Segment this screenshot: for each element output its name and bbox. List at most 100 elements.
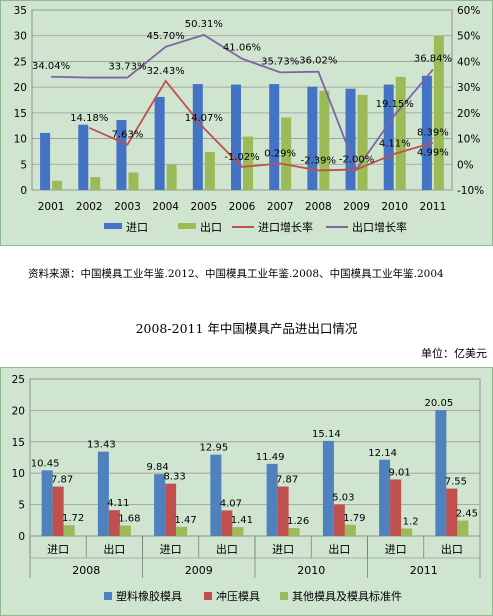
- bar-import: [192, 84, 203, 190]
- bar-other-mold: [63, 525, 75, 536]
- y-tick-label: 10: [14, 134, 27, 146]
- x-tick-label: 2008: [305, 201, 332, 213]
- bar-other-mold: [119, 525, 131, 536]
- chart-title: 2008-2011 年中国模具产品进出口情况: [135, 321, 358, 336]
- y-tick-label: 25: [12, 374, 25, 386]
- bar-stamping-mold: [108, 510, 120, 536]
- bar-import: [78, 124, 89, 190]
- x-tick-label: 2005: [190, 201, 217, 213]
- data-label: 36.02%: [299, 56, 337, 67]
- data-label: 7.55: [445, 477, 467, 488]
- group-label: 2010: [297, 564, 325, 577]
- bar-import: [231, 84, 241, 190]
- x-tick-label: 2007: [267, 201, 294, 213]
- y2-tick-label: 10%: [457, 134, 480, 146]
- x-tick-label: 2006: [229, 201, 256, 213]
- y-tick-label: 10: [12, 468, 25, 480]
- y-tick-label: 5: [18, 500, 25, 512]
- data-label: 45.70%: [147, 31, 185, 42]
- data-label: 2.45: [456, 509, 478, 520]
- group-label: 2009: [185, 564, 213, 577]
- import-export-growth-chart: 0 5 10 15 20 25 30 35 -10% 0% 10% 20% 30% 40% 50% 60% 20…: [0, 0, 493, 246]
- y2-tick-label: -10%: [457, 185, 484, 197]
- legend-label: 进口: [126, 221, 148, 234]
- legend-label: 出口增长率: [352, 220, 407, 234]
- group-label: 2011: [410, 564, 438, 577]
- data-label: 32.43%: [147, 66, 185, 77]
- chart-frame: [0, 367, 493, 616]
- data-label: 35.73%: [261, 56, 299, 67]
- legend-swatch: [104, 223, 122, 229]
- data-label: 41.06%: [223, 43, 261, 54]
- y2-tick-label: 0%: [457, 159, 474, 171]
- data-label: 1.79: [343, 513, 365, 524]
- legend-swatch: [280, 592, 288, 600]
- y-tick-label: 0: [18, 531, 25, 543]
- y-tick-label: 5: [20, 159, 27, 171]
- data-label: 14.18%: [70, 113, 108, 124]
- legend-label: 进口增长率: [258, 220, 313, 234]
- mold-category-chart: 0 5 10 15 20 25 10.45 7.87 1.72 进口 13.43 4.11 1.68 出口…: [0, 367, 493, 616]
- data-label: 50.31%: [185, 19, 223, 30]
- data-label: 1.47: [174, 515, 196, 526]
- bar-export: [395, 76, 406, 190]
- bar-import: [116, 120, 127, 190]
- bar-export: [90, 177, 101, 190]
- x-tick-label: 2010: [381, 201, 408, 213]
- bar-stamping-mold: [333, 504, 345, 536]
- data-label: 4.11: [107, 498, 129, 509]
- x-tick-label: 进口: [272, 543, 294, 556]
- x-tick-label: 2002: [76, 201, 103, 213]
- bar-other-mold: [401, 528, 413, 536]
- data-label: 7.87: [51, 475, 73, 486]
- data-label: 33.73%: [108, 62, 146, 73]
- x-tick-label: 2011: [420, 201, 447, 213]
- bar-other-mold: [176, 526, 188, 536]
- data-label: 4.99%: [417, 147, 449, 158]
- x-tick-label: 出口: [441, 542, 463, 556]
- y2-tick-label: 60%: [457, 5, 480, 17]
- x-tick-label: 出口: [103, 542, 125, 556]
- y-tick-label: 20: [14, 82, 27, 94]
- data-label: 4.11%: [379, 139, 411, 150]
- bar-import: [307, 86, 318, 190]
- data-label: 7.87: [276, 475, 298, 486]
- bar-other-mold: [344, 524, 356, 536]
- data-label: 34.04%: [32, 61, 70, 72]
- bar-export: [433, 35, 444, 190]
- data-label: 9.01: [388, 467, 410, 478]
- legend-swatch: [104, 592, 112, 600]
- data-label: 14.07%: [185, 113, 223, 124]
- bar-export: [281, 117, 292, 190]
- data-label: 7.63%: [112, 130, 144, 141]
- data-label: 10.45: [31, 458, 60, 469]
- y-tick-label: 15: [14, 108, 27, 120]
- y-tick-label: 35: [14, 5, 27, 17]
- x-tick-label: 2003: [114, 201, 141, 213]
- data-label: 0.29%: [264, 149, 296, 160]
- data-label: 19.15%: [376, 99, 414, 110]
- data-label: 1.2: [403, 516, 419, 527]
- data-label: 20.05: [425, 398, 454, 409]
- x-tick-label: 进口: [160, 543, 182, 556]
- x-tick-label: 出口: [328, 542, 350, 556]
- bar-plastic-mold: [266, 463, 278, 536]
- x-tick-label: 2001: [38, 201, 65, 213]
- bar-stamping-mold: [221, 510, 233, 536]
- legend-label: 其他模具及模具标准件: [292, 589, 402, 603]
- legend-swatch: [204, 592, 212, 600]
- bar-export: [166, 164, 177, 190]
- bar-plastic-mold: [435, 410, 447, 536]
- y2-tick-label: 50%: [457, 31, 480, 43]
- y2-tick-label: 20%: [457, 108, 480, 120]
- data-label: 15.14: [312, 429, 341, 440]
- bar-stamping-mold: [52, 486, 64, 536]
- y2-tick-label: 30%: [457, 82, 480, 94]
- data-label: 5.03: [332, 492, 354, 503]
- bar-export: [204, 151, 215, 190]
- series-line-export-growth: [51, 33, 434, 172]
- legend-label: 冲压模具: [216, 589, 260, 603]
- y-tick-label: 25: [14, 56, 27, 68]
- bar-stamping-mold: [446, 488, 458, 536]
- source-note: 资料来源：中国模具工业年鉴.2012、中国模具工业年鉴.2008、中国模具工业年…: [28, 268, 444, 280]
